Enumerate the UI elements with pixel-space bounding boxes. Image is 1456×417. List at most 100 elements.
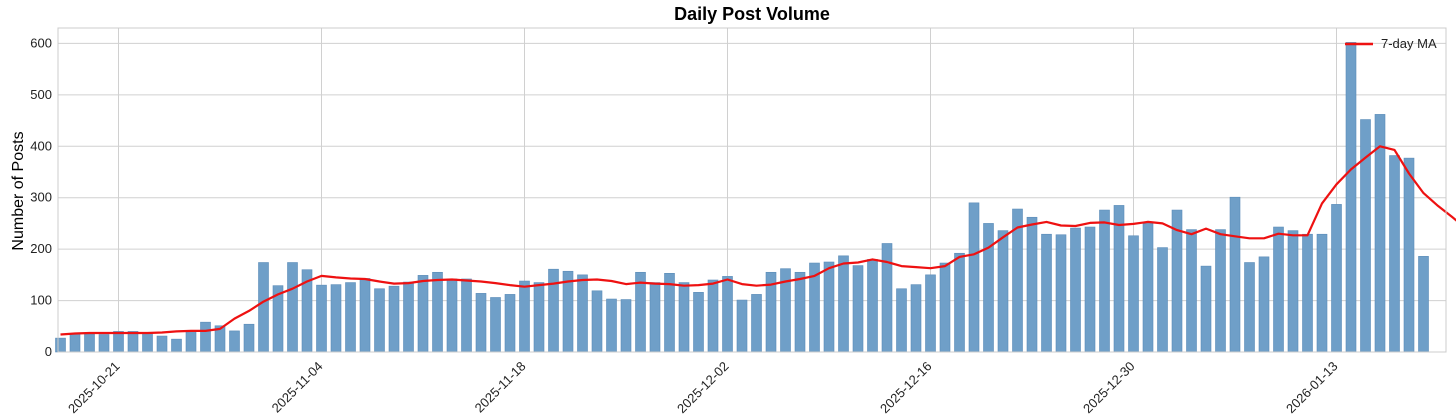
bar bbox=[678, 282, 690, 353]
bar bbox=[1099, 209, 1110, 353]
bar bbox=[475, 293, 487, 353]
bar bbox=[345, 282, 356, 353]
bar bbox=[1157, 247, 1168, 353]
bar bbox=[1084, 226, 1096, 353]
y-tick-label: 200 bbox=[30, 241, 52, 256]
legend: 7-day MA bbox=[1345, 36, 1437, 51]
bar bbox=[84, 333, 95, 353]
bar bbox=[997, 230, 1009, 353]
bar bbox=[1418, 256, 1429, 353]
bar bbox=[1186, 229, 1197, 353]
bar bbox=[1229, 196, 1241, 353]
bar bbox=[519, 280, 530, 353]
bar bbox=[620, 299, 632, 353]
bar bbox=[69, 333, 81, 353]
y-tick-label: 400 bbox=[30, 138, 52, 153]
bar bbox=[127, 331, 139, 353]
bar bbox=[359, 278, 371, 353]
bar bbox=[852, 265, 864, 353]
bar bbox=[1316, 233, 1328, 353]
bar bbox=[403, 281, 414, 353]
bar bbox=[316, 284, 327, 353]
plot-frame bbox=[57, 27, 1447, 353]
bar bbox=[156, 335, 168, 353]
bar bbox=[954, 252, 965, 353]
bar bbox=[200, 321, 211, 353]
bar bbox=[1345, 42, 1357, 353]
bar bbox=[722, 276, 733, 353]
bar bbox=[577, 274, 588, 353]
bar bbox=[1244, 262, 1255, 353]
bar bbox=[1302, 233, 1313, 353]
bar bbox=[1200, 265, 1212, 353]
bar bbox=[983, 223, 994, 353]
bar bbox=[562, 270, 574, 353]
bar bbox=[98, 334, 110, 353]
bar bbox=[1041, 233, 1052, 353]
bar bbox=[1113, 205, 1125, 353]
bar bbox=[432, 271, 443, 353]
bar bbox=[417, 275, 429, 353]
bar bbox=[1403, 157, 1415, 353]
bar bbox=[1331, 204, 1342, 353]
y-tick-label: 100 bbox=[30, 293, 52, 308]
bar bbox=[504, 294, 516, 353]
bar bbox=[287, 262, 298, 353]
y-tick-label: 600 bbox=[30, 35, 52, 50]
bar bbox=[910, 284, 922, 353]
bar bbox=[330, 284, 342, 353]
bar bbox=[736, 299, 748, 353]
y-axis-label: Number of Posts bbox=[10, 131, 27, 250]
bar bbox=[867, 259, 878, 353]
chart-title: Daily Post Volume bbox=[674, 4, 830, 24]
bar bbox=[1055, 234, 1067, 353]
bar bbox=[461, 278, 472, 353]
moving-average-line bbox=[60, 145, 1456, 336]
bar bbox=[1273, 226, 1284, 353]
bar bbox=[548, 268, 559, 353]
bar bbox=[606, 298, 617, 353]
bar bbox=[1026, 216, 1038, 353]
bar bbox=[794, 271, 806, 353]
bar bbox=[881, 243, 893, 353]
bar bbox=[925, 274, 936, 353]
bar bbox=[591, 290, 603, 353]
bar bbox=[185, 331, 197, 353]
bar bbox=[823, 261, 835, 353]
bar bbox=[1287, 230, 1299, 353]
bar bbox=[1142, 223, 1154, 353]
bar bbox=[1215, 229, 1226, 353]
bar bbox=[968, 202, 980, 353]
bar bbox=[649, 282, 661, 353]
bar bbox=[446, 278, 458, 353]
bar bbox=[751, 294, 762, 353]
bar bbox=[1070, 227, 1081, 353]
bar bbox=[171, 338, 182, 353]
y-tick-label: 0 bbox=[45, 344, 52, 359]
bar bbox=[490, 297, 501, 353]
bar bbox=[533, 282, 545, 353]
bar bbox=[258, 262, 269, 353]
moving-average-series bbox=[60, 145, 1456, 336]
bar bbox=[896, 288, 907, 353]
bar bbox=[1258, 256, 1270, 353]
bar bbox=[142, 333, 153, 353]
bar-series bbox=[55, 42, 1429, 353]
bar bbox=[113, 331, 124, 353]
bar bbox=[838, 255, 849, 353]
bar bbox=[229, 330, 240, 353]
bar bbox=[939, 262, 951, 353]
bar bbox=[243, 323, 255, 353]
bar bbox=[374, 288, 385, 353]
bar bbox=[707, 279, 719, 353]
y-tick-label: 300 bbox=[30, 190, 52, 205]
bar bbox=[635, 271, 646, 353]
y-axis-ticks: 0 100 200 300 400 500 600 bbox=[30, 35, 52, 359]
bar bbox=[693, 292, 704, 353]
y-tick-label: 500 bbox=[30, 87, 52, 102]
bar bbox=[1128, 235, 1139, 353]
bar bbox=[1389, 155, 1400, 353]
legend-label-7-day-ma: 7-day MA bbox=[1381, 36, 1437, 51]
bar bbox=[388, 285, 400, 353]
